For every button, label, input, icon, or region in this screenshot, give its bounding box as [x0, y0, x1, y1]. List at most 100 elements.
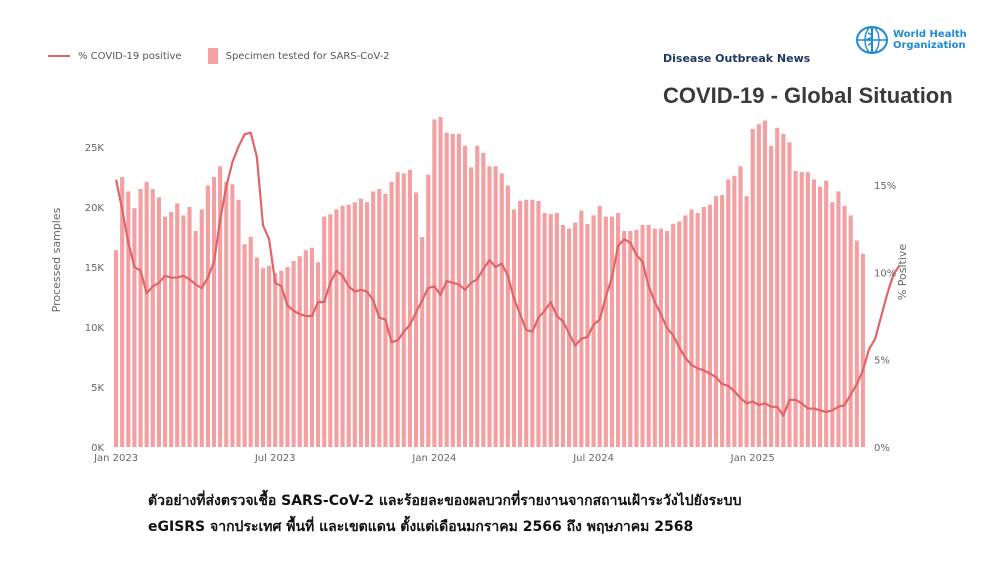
- bar: [211, 177, 217, 447]
- legend-line-swatch: [48, 55, 70, 57]
- y2-tick-label: 10%: [874, 268, 896, 279]
- bar: [628, 231, 633, 447]
- legend-label-specimens: Specimen tested for SARS-CoV-2: [225, 50, 390, 62]
- bar: [720, 195, 725, 447]
- left-axis-ticks: 0K 5K 10K 15K 20K 25K: [85, 143, 105, 454]
- bar: [622, 231, 627, 447]
- y2-tick-label: 0%: [874, 443, 890, 454]
- y-tick-label: 10K: [85, 323, 105, 334]
- bar: [701, 207, 706, 447]
- bar: [787, 142, 792, 447]
- who-emblem-icon: [856, 26, 888, 54]
- bar: [640, 225, 645, 447]
- x-tick-label: Jul 2024: [572, 453, 614, 464]
- y-tick-label: 5K: [91, 383, 104, 394]
- bar: [738, 166, 743, 447]
- bar: [218, 166, 223, 447]
- bar: [554, 213, 559, 447]
- bar: [462, 145, 468, 448]
- bar: [162, 216, 168, 447]
- bar: [456, 133, 461, 448]
- bar: [340, 205, 345, 447]
- bar-series: [113, 117, 866, 448]
- y-tick-label: 0K: [91, 443, 104, 454]
- bar: [677, 221, 682, 447]
- bar: [346, 204, 351, 447]
- bar: [291, 261, 296, 447]
- bar: [487, 166, 492, 447]
- figure-caption: ตัวอย่างที่ส่งตรวจเชื้อ SARS-CoV-2 และร้…: [148, 488, 928, 540]
- bar: [420, 237, 425, 447]
- page-title: COVID-19 - Global Situation: [663, 83, 953, 108]
- bar: [560, 225, 566, 447]
- news-label: Disease Outbreak News: [663, 52, 811, 65]
- positive-rate-line: [114, 131, 901, 417]
- bar: [707, 204, 712, 447]
- bar: [769, 145, 774, 448]
- bar: [799, 172, 804, 447]
- bar: [150, 189, 155, 447]
- bar: [658, 228, 663, 447]
- x-axis-ticks: Jan 2023 Jul 2023 Jan 2024 Jul 2024 Jan 2025: [93, 453, 775, 464]
- bar: [297, 256, 302, 447]
- bar: [609, 216, 615, 447]
- legend-label-positive: % COVID-19 positive: [78, 50, 182, 62]
- bar: [279, 270, 284, 447]
- bar: [273, 273, 278, 447]
- bar: [132, 208, 137, 447]
- bar: [646, 225, 651, 447]
- bar: [309, 247, 315, 447]
- bar: [450, 133, 455, 448]
- bar: [401, 173, 406, 447]
- bar: [371, 191, 376, 447]
- bar: [144, 181, 149, 448]
- chart-canvas: 0K 5K 10K 15K 20K 25K 0% 5% 10% 15% Jan 2023 Jul …: [50, 117, 909, 464]
- bar: [775, 127, 780, 448]
- bar: [224, 181, 229, 448]
- bar: [389, 181, 394, 448]
- bar: [683, 215, 688, 447]
- bar: [842, 205, 847, 447]
- bar: [499, 173, 504, 447]
- bar: [113, 250, 119, 447]
- bar: [126, 191, 131, 447]
- y-tick-label: 25K: [85, 143, 105, 154]
- bar: [824, 180, 829, 447]
- bar: [664, 231, 670, 447]
- bar: [267, 265, 272, 447]
- bar: [120, 177, 125, 447]
- bar: [169, 211, 174, 447]
- bar: [854, 240, 859, 447]
- right-axis-ticks: 0% 5% 10% 15%: [874, 181, 896, 454]
- bar: [334, 209, 339, 447]
- x-tick-label: Jan 2023: [93, 453, 138, 464]
- bar: [193, 231, 198, 447]
- bar: [505, 185, 510, 447]
- bar: [634, 229, 639, 447]
- bar: [481, 153, 486, 447]
- y-tick-label: 15K: [85, 263, 105, 274]
- who-logo-line2: Organization: [893, 40, 966, 51]
- who-logo: World Health Organization: [855, 25, 967, 55]
- bar: [732, 175, 737, 448]
- bar: [328, 214, 333, 447]
- bar: [726, 179, 731, 447]
- bar: [236, 199, 241, 447]
- bar: [830, 202, 835, 447]
- legend-bar-swatch: [207, 48, 218, 64]
- x-tick-label: Jan 2025: [730, 453, 775, 464]
- y-tick-label: 20K: [85, 203, 105, 214]
- bar: [860, 253, 866, 447]
- bar: [713, 196, 719, 447]
- bar: [352, 202, 357, 447]
- bar: [591, 215, 596, 447]
- bar: [426, 174, 431, 447]
- bar: [548, 214, 553, 447]
- bar: [579, 210, 584, 447]
- y2-tick-label: 5%: [874, 356, 890, 367]
- left-axis-label: Processed samples: [50, 207, 63, 312]
- bar: [597, 205, 602, 447]
- bar: [364, 202, 370, 447]
- bar: [248, 237, 253, 447]
- bar: [316, 262, 321, 447]
